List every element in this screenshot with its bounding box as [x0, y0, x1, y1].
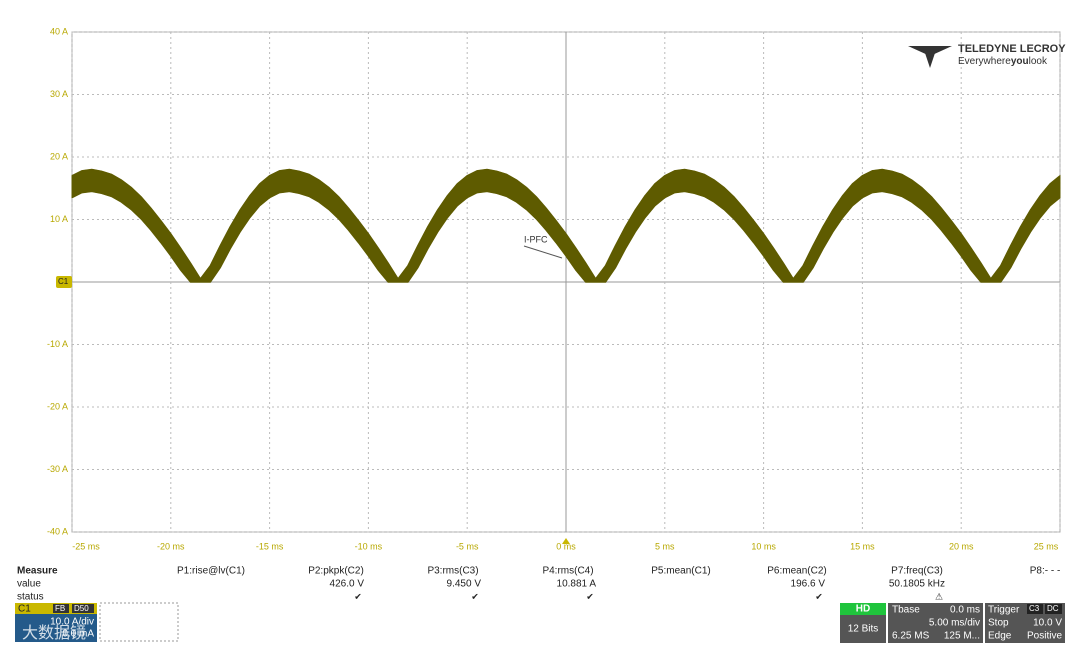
- param-status: ✔: [815, 591, 823, 601]
- param-value: 426.0 V: [330, 579, 365, 590]
- param-label: P8:- - -: [1030, 566, 1061, 577]
- watermark: 大数据镜: [22, 623, 86, 642]
- logo-icon: [924, 50, 936, 68]
- empty-slot: [99, 602, 179, 642]
- badge: [1045, 604, 1062, 614]
- param-label: P2:pkpk(C2): [308, 566, 364, 577]
- channel-offset: 0.0 mA: [62, 629, 94, 640]
- y-tick-label: -30 A: [47, 464, 68, 474]
- tbase-rate: 125 M...: [944, 631, 980, 642]
- tbase-samples: 6.25 MS: [892, 631, 930, 642]
- x-tick-label: 25 ms: [1034, 541, 1059, 551]
- y-tick-label: -10 A: [47, 339, 68, 349]
- param-value: 10.881 A: [557, 579, 597, 590]
- channel-body: [15, 614, 97, 642]
- badge-text: D50: [74, 604, 89, 613]
- trigger-coupling: DC: [1047, 604, 1059, 613]
- x-tick-label: 20 ms: [949, 541, 974, 551]
- y-tick-label: 20 A: [50, 151, 68, 161]
- param-label: P3:rms(C3): [427, 566, 478, 577]
- tbase-panel: [888, 603, 983, 643]
- acq-panel: HD 12 Bits Tbase 0.0 ms 5.00 ms/div 6.25…: [840, 603, 1065, 643]
- y-tick-label: 40 A: [50, 26, 68, 36]
- badge: [72, 604, 94, 613]
- annotation: I-PFC: [524, 234, 548, 244]
- brand-name: TELEDYNE LECROY: [958, 43, 1066, 55]
- waveform-upper: [71, 168, 1061, 281]
- param-label: P4:rms(C4): [542, 566, 593, 577]
- param-label: P5:mean(C1): [651, 566, 710, 577]
- badge-text: FB: [55, 604, 65, 613]
- trigger-source: C3: [1029, 604, 1040, 613]
- tbase-title: Tbase: [892, 605, 920, 616]
- tagline-part: you: [1011, 56, 1029, 67]
- param-status: ✔: [471, 591, 479, 601]
- trigger-title: Trigger: [988, 605, 1020, 616]
- acq-bits: 12 Bits: [848, 624, 879, 635]
- x-tick-label: 15 ms: [850, 541, 875, 551]
- trigger-slope: Positive: [1027, 631, 1062, 642]
- tagline-part: Everywhere: [958, 56, 1011, 67]
- row-label: value: [17, 579, 41, 590]
- param-status: ⚠: [935, 591, 943, 601]
- badge: [1027, 604, 1043, 614]
- trigger-marker: [562, 538, 570, 544]
- y-tick-label: 10 A: [50, 214, 68, 224]
- hd-badge: [840, 603, 886, 615]
- param-value: 50.1805 kHz: [889, 579, 945, 590]
- acq-body: [840, 615, 886, 643]
- x-tick-label: -20 ms: [157, 541, 185, 551]
- tagline-part: look: [1029, 56, 1048, 67]
- brand-tagline: Everywhereyoulook: [958, 56, 1048, 67]
- y-tick-label: 30 A: [50, 89, 68, 99]
- x-tick-label: -25 ms: [72, 541, 100, 551]
- tbase-scale: 5.00 ms/div: [929, 618, 980, 629]
- x-tick-label: -5 ms: [456, 541, 479, 551]
- trigger-type: Edge: [988, 631, 1012, 642]
- trigger-mode: Stop: [988, 618, 1009, 629]
- logo: TELEDYNE LECROY Everywhereyoulook: [908, 43, 1066, 68]
- x-tick-label: -10 ms: [355, 541, 383, 551]
- x-tick-label: 0 ms: [556, 541, 576, 551]
- trace-label: C1: [58, 277, 69, 286]
- trace-marker: [56, 276, 72, 288]
- acq-mode: HD: [856, 604, 870, 615]
- annotation-leader: [523, 245, 563, 259]
- param-label: P6:mean(C2): [767, 566, 826, 577]
- trigger-level: 10.0 V: [1033, 618, 1062, 629]
- x-tick-label: 10 ms: [751, 541, 776, 551]
- channel-panel: C1 FB D50 10.0 A/div 0.0 mA: [15, 602, 179, 642]
- param-status: ✔: [354, 591, 362, 601]
- x-tick-label: 5 ms: [655, 541, 675, 551]
- waveform-lower: [71, 190, 1061, 283]
- param-status: ✔: [586, 591, 594, 601]
- tbase-delay: 0.0 ms: [950, 605, 980, 616]
- param-value: 196.6 V: [791, 579, 826, 590]
- y-tick-label: -20 A: [47, 401, 68, 411]
- measure-title: Measure: [17, 566, 58, 577]
- y-tick-label: -40 A: [47, 526, 68, 536]
- param-value: 9.450 V: [447, 579, 482, 590]
- param-label: P7:freq(C3): [891, 566, 943, 577]
- row-label: status: [17, 592, 44, 603]
- channel-name: C1: [18, 604, 31, 615]
- badge: [53, 604, 69, 613]
- channel-scale: 10.0 A/div: [50, 617, 94, 628]
- param-label: P1:rise@lv(C1): [177, 566, 245, 577]
- x-tick-label: -15 ms: [256, 541, 284, 551]
